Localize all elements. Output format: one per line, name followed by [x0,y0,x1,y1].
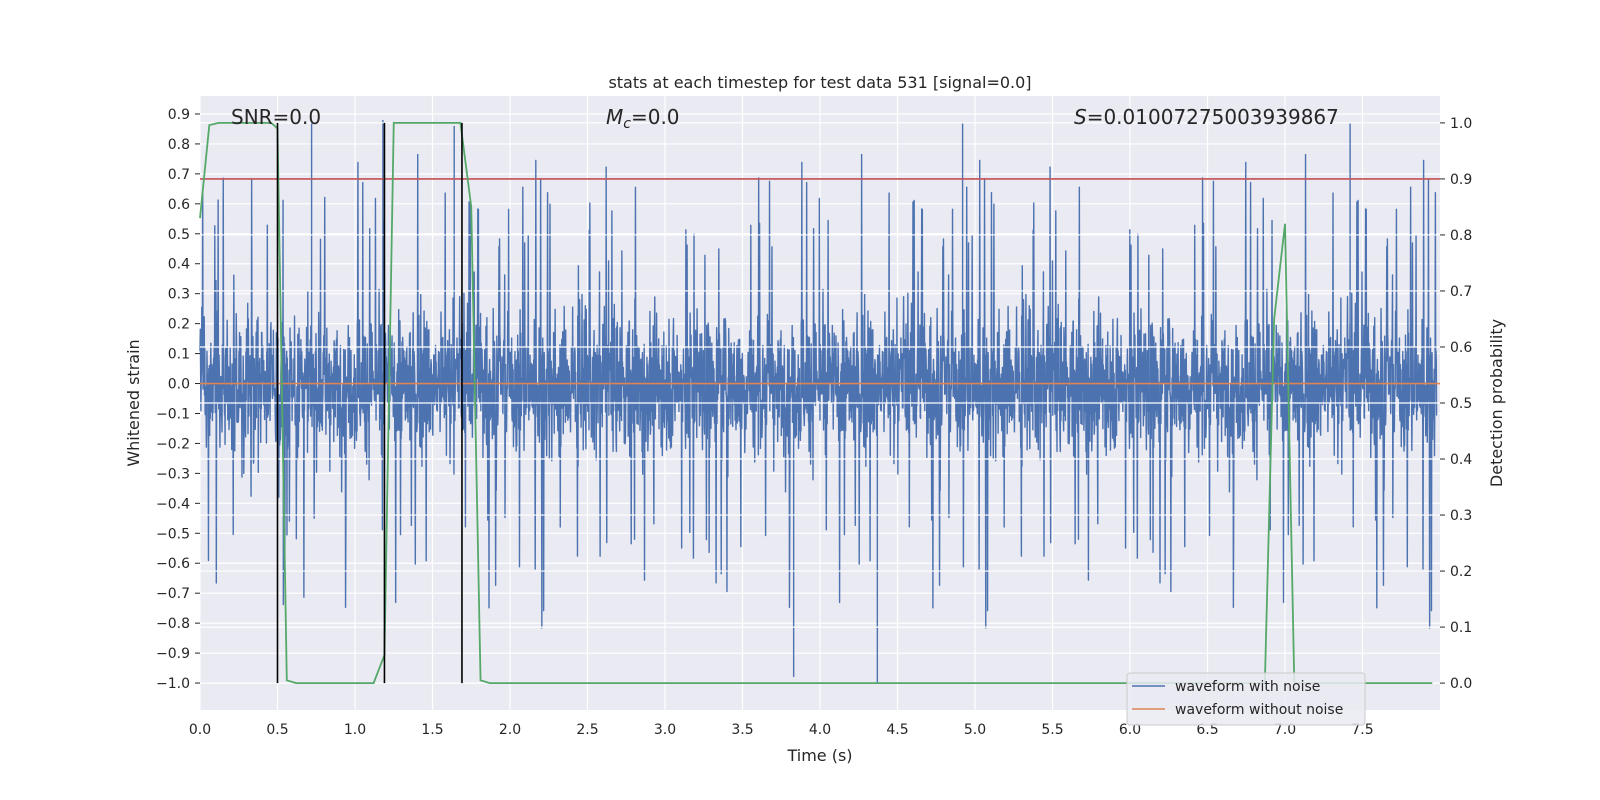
legend-box [1126,672,1366,726]
y-axis-right-label: Detection probability [1487,319,1506,487]
y-left-tick-label: 0.3 [168,287,190,303]
y-right-tick-label: 0.1 [1450,620,1472,636]
y-left-tick-label: −0.8 [156,616,190,632]
y-left-tick-label: −0.2 [156,436,190,452]
y-right-tick-label: 1.0 [1450,116,1472,132]
y-axis-left-ticks: 0.9 0.8 0.7 0.6 0.5 0.4 0.3 0.2 0.1 0.0 −0.1 −0.2 −0… [156,107,200,692]
x-tick-label: 7.0 [1274,722,1296,738]
legend-label-noise: waveform with noise [1175,679,1320,695]
score-annotation: S=0.01007275003939867 [1074,105,1339,129]
x-tick-label: 3.0 [654,722,676,738]
y-right-tick-label: 0.5 [1450,396,1472,412]
x-tick-label: 1.5 [421,722,443,738]
waveform-with-noise-line [199,119,1438,684]
x-tick-label: 1.0 [344,722,366,738]
chirp-mass-symbol: M [606,105,623,129]
chirp-mass-value: =0.0 [631,105,680,129]
y-left-tick-label: −0.1 [156,406,190,422]
chart-title: stats at each timestep for test data 531… [608,73,1031,92]
chirp-mass-subscript: c [623,116,631,132]
x-axis-ticks: 0.0 0.5 1.0 1.5 2.0 2.5 3.0 3.5 4.0 4.5 5.0 5.5 6.0 6… [189,722,1374,738]
y-left-tick-label: 0.9 [168,107,190,123]
y-right-tick-label: 0.3 [1450,508,1472,524]
legend-label-clean: waveform without noise [1175,702,1343,718]
y-left-tick-label: 0.2 [168,317,190,333]
y-left-tick-label: −0.9 [156,646,190,662]
y-axis-right-ticks: 1.0 0.9 0.8 0.7 0.6 0.5 0.4 0.3 0.2 0.1 0.0 [1440,116,1472,692]
y-left-tick-label: −0.6 [156,556,190,572]
y-right-tick-label: 0.4 [1450,452,1472,468]
x-tick-label: 6.5 [1196,722,1218,738]
x-tick-label: 5.5 [1041,722,1063,738]
legend: waveform with noise waveform without noi… [1126,672,1366,726]
y-right-tick-label: 0.8 [1450,228,1472,244]
y-right-tick-label: 0.2 [1450,564,1472,580]
y-left-tick-label: −1.0 [156,676,190,692]
y-right-tick-label: 0.7 [1450,284,1472,300]
x-tick-label: 0.5 [266,722,288,738]
y-right-tick-label: 0.0 [1450,676,1472,692]
score-symbol: S [1074,105,1087,129]
y-left-tick-label: −0.4 [156,496,190,512]
y-left-tick-label: −0.7 [156,586,190,602]
y-left-tick-label: 0.8 [168,137,190,153]
x-tick-label: 7.5 [1351,722,1373,738]
y-right-tick-label: 0.6 [1450,340,1472,356]
x-tick-label: 2.0 [499,722,521,738]
y-left-tick-label: 0.6 [168,197,190,213]
snr-annotation: SNR=0.0 [231,105,321,129]
x-tick-label: 4.0 [809,722,831,738]
y-left-tick-label: 0.4 [168,257,190,273]
x-tick-label: 4.5 [886,722,908,738]
x-tick-label: 2.5 [576,722,598,738]
y-left-tick-label: 0.1 [168,347,190,363]
x-tick-label: 3.5 [731,722,753,738]
y-left-tick-label: 0.0 [168,377,190,393]
y-right-tick-label: 0.9 [1450,172,1472,188]
waveform-with-noise-series [199,119,1438,684]
score-value: =0.01007275003939867 [1087,105,1339,129]
y-axis-left-label: Whitened strain [124,339,143,466]
x-tick-label: 6.0 [1119,722,1141,738]
y-left-tick-label: −0.5 [156,526,190,542]
x-axis-label: Time (s) [786,746,852,765]
y-left-tick-label: −0.3 [156,466,190,482]
y-left-tick-label: 0.5 [168,227,190,243]
vertical-markers [276,122,463,684]
y-left-tick-label: 0.7 [168,167,190,183]
x-tick-label: 5.0 [964,722,986,738]
chirp-mass-annotation: Mc=0.0 [606,105,680,132]
x-tick-label: 0.0 [189,722,211,738]
